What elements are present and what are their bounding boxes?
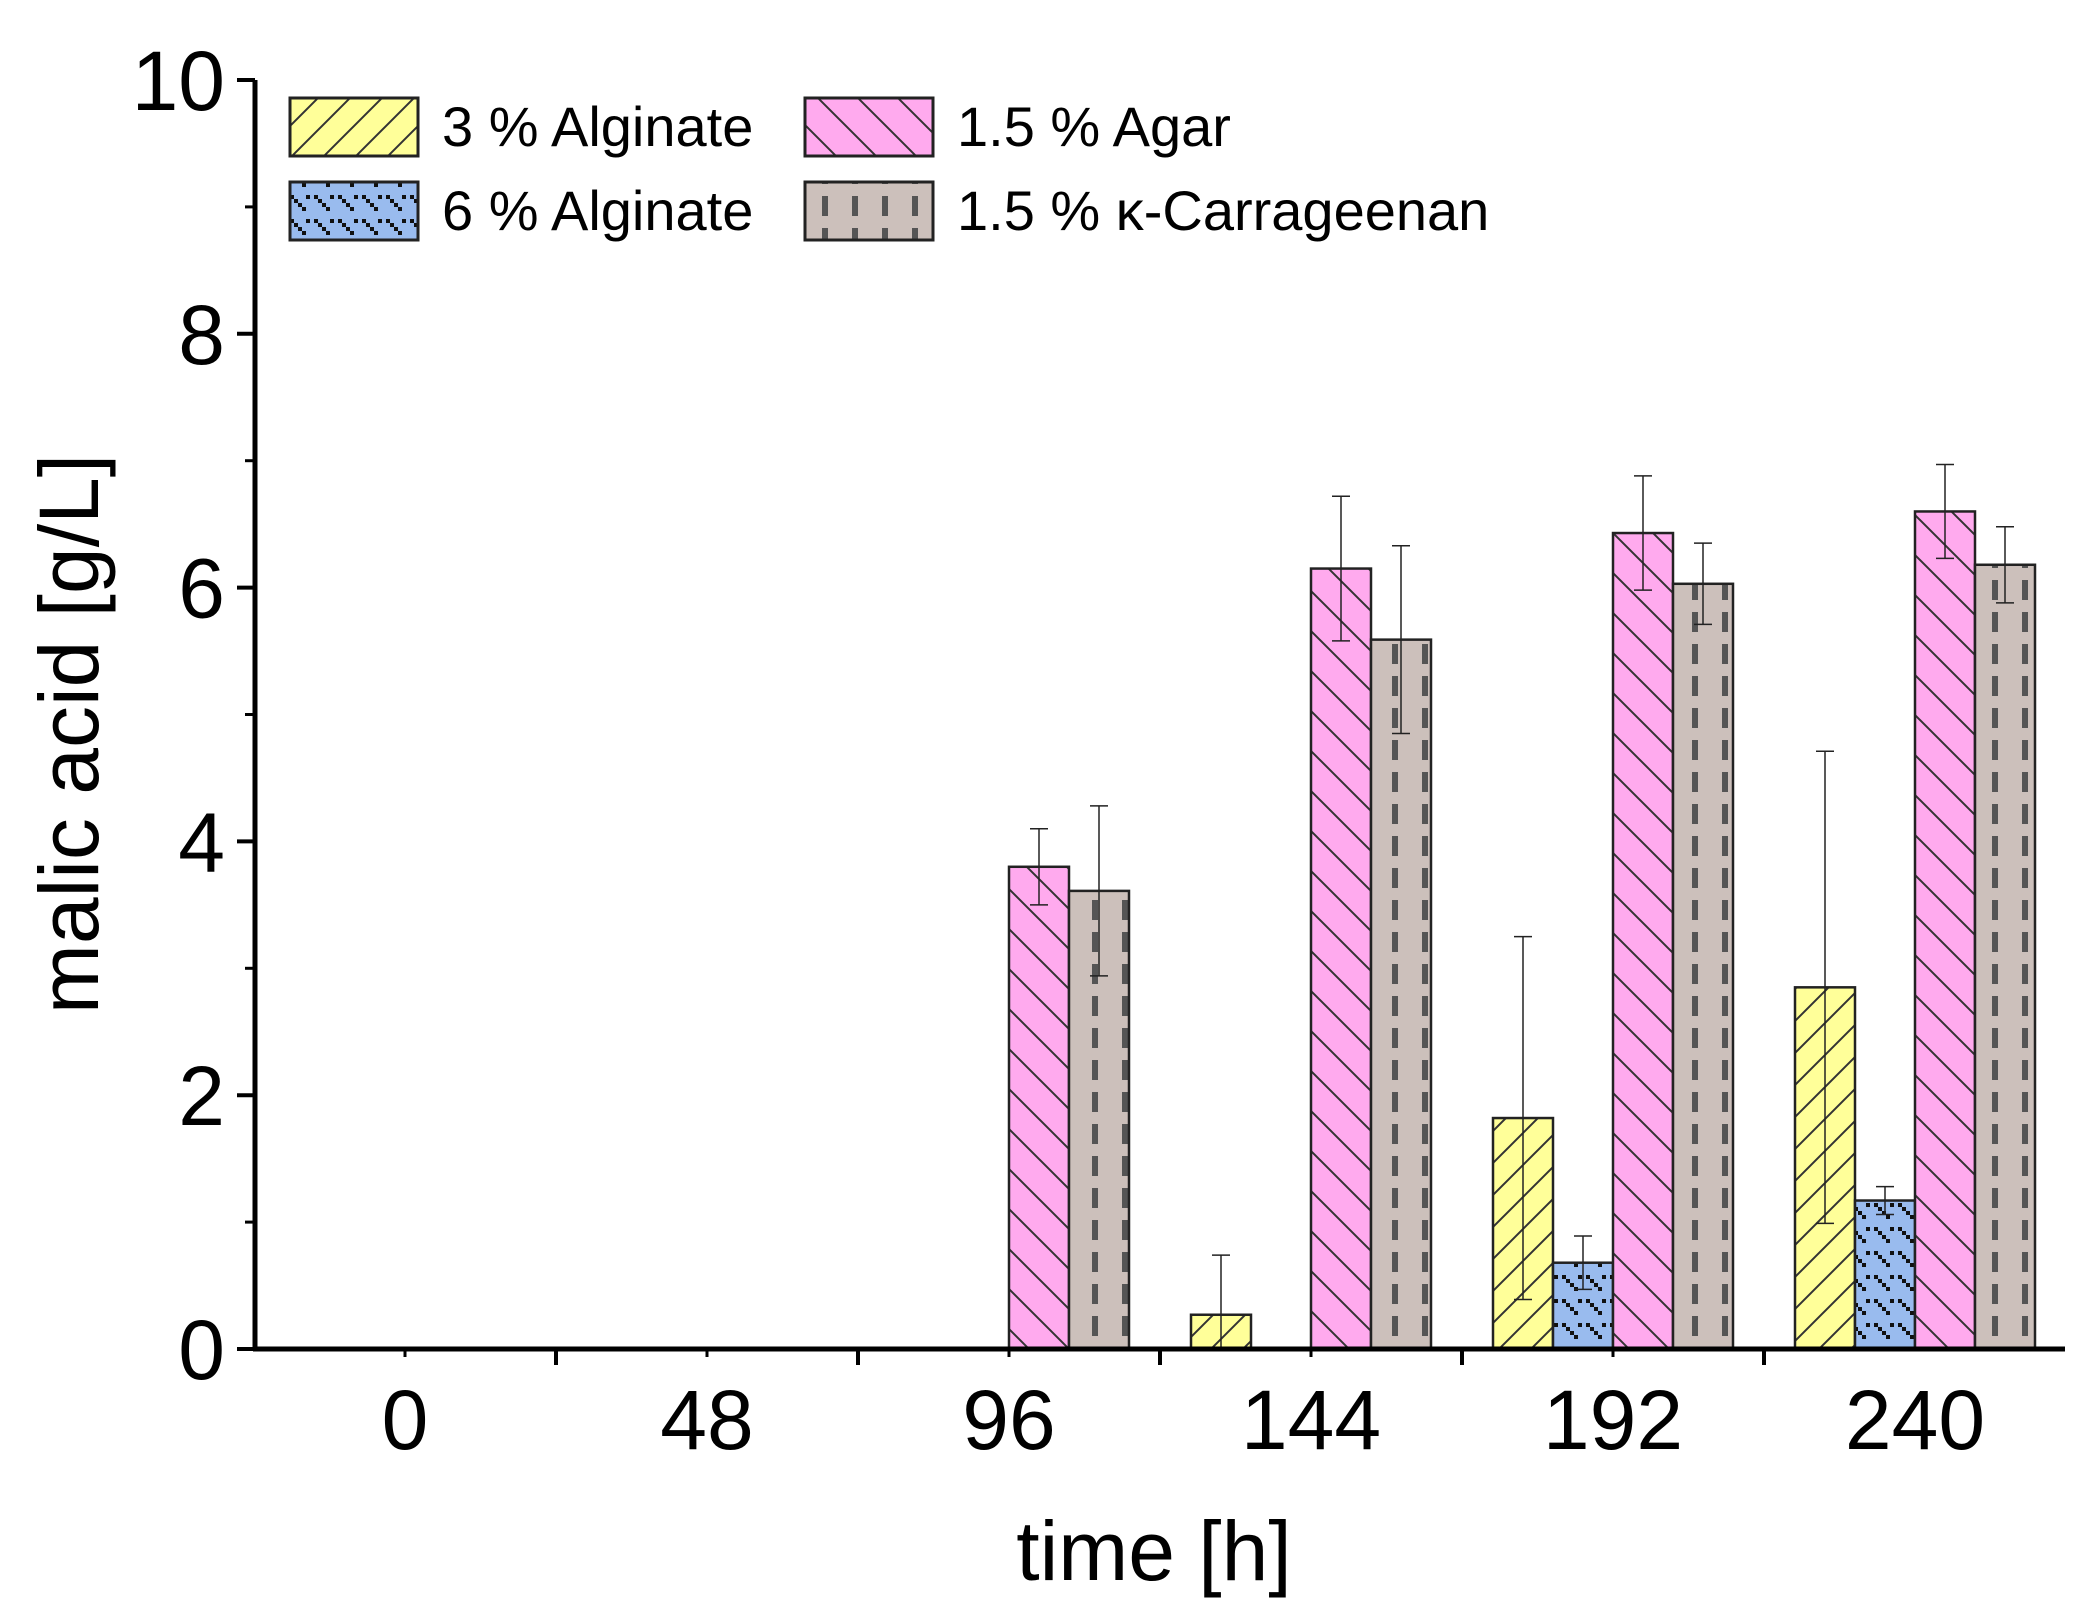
bar-2-5 <box>1913 510 1977 1351</box>
legend-swatch-0 <box>288 96 420 158</box>
legend-label-0: 3 % Alginate <box>442 95 753 158</box>
bar-2-4 <box>1611 531 1675 1351</box>
bar-2-2 <box>1007 865 1071 1351</box>
x-tick-label-192: 192 <box>1543 1373 1683 1467</box>
legend-label-3: 1.5 % κ-Carrageenan <box>957 179 1489 242</box>
legend-swatch-2 <box>803 96 935 158</box>
y-axis-title: malic acid [g/L] <box>22 454 116 1014</box>
x-tick-label-96: 96 <box>962 1373 1055 1467</box>
bar-3-5 <box>1973 563 2037 1351</box>
x-axis-title: time [h] <box>1016 1504 1291 1598</box>
bar-3-4 <box>1671 582 1735 1351</box>
axes: 0 2 4 6 8 10 0 48 96 144 192 240 <box>132 34 2065 1467</box>
legend-label-1: 6 % Alginate <box>442 179 753 242</box>
y-tick-label-4: 4 <box>178 795 225 889</box>
legend-swatch-3 <box>803 180 935 242</box>
y-tick-label-2: 2 <box>178 1049 225 1143</box>
legend-swatch-1 <box>288 180 420 242</box>
legend: 3 % Alginate 1.5 % Agar 6 % Alginate 1.5 % … <box>288 95 1489 242</box>
y-tick-label-8: 8 <box>178 288 225 382</box>
y-tick-label-6: 6 <box>178 542 225 636</box>
plot-area <box>1007 463 2037 1351</box>
y-tick-label-10: 10 <box>132 34 225 128</box>
x-tick-label-144: 144 <box>1241 1373 1381 1467</box>
x-tick-label-0: 0 <box>382 1373 429 1467</box>
bar-2-3 <box>1309 567 1373 1351</box>
legend-label-2: 1.5 % Agar <box>957 95 1231 158</box>
x-tick-label-48: 48 <box>660 1373 753 1467</box>
y-tick-label-0: 0 <box>178 1303 225 1397</box>
bar-3-3 <box>1369 638 1433 1351</box>
bar-1-5 <box>1853 1199 1917 1351</box>
x-tick-label-240: 240 <box>1845 1373 1985 1467</box>
